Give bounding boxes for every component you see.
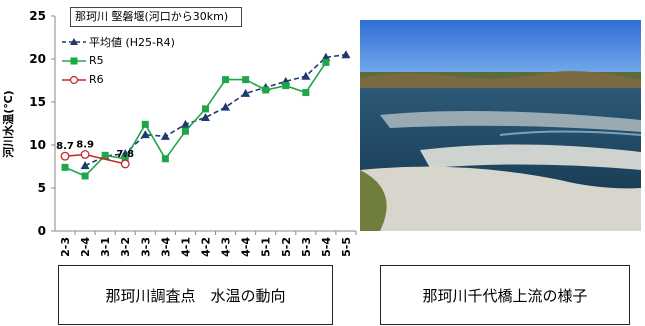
data-point-r5	[282, 82, 290, 90]
chart-title: 那珂川 堅磐堰(河口から30km)	[70, 7, 242, 27]
data-point-r5	[81, 172, 89, 180]
data-point-average	[201, 112, 210, 121]
caption-right: 那珂川千代橋上流の様子	[380, 265, 630, 325]
x-tick-label: 5-3	[300, 237, 313, 257]
chart-legend: 平均値 (H25-R4) R5 R6	[62, 32, 175, 89]
data-point-average	[180, 119, 190, 128]
x-tick-label: 5-5	[340, 237, 353, 257]
data-point-average	[80, 161, 90, 170]
legend-item-r6: R6	[62, 70, 175, 89]
x-tick-label: 5-1	[260, 237, 273, 257]
data-point-average	[221, 102, 231, 111]
legend-item-r5: R5	[62, 51, 175, 70]
data-point-average	[241, 88, 251, 97]
data-label-r6: 8.7	[56, 141, 74, 152]
legend-swatch-average	[62, 37, 86, 45]
data-point-r5	[222, 76, 230, 84]
data-point-r5	[202, 105, 209, 113]
data-point-r5	[101, 151, 109, 159]
data-point-r5	[302, 89, 310, 97]
x-tick-label: 4-1	[179, 237, 192, 257]
data-point-average	[140, 130, 150, 139]
legend-swatch-r6	[62, 75, 86, 84]
x-tick-label: 3-4	[159, 237, 172, 257]
legend-label-r5: R5	[89, 54, 104, 67]
data-point-r5	[262, 86, 270, 94]
y-tick-label: 20	[29, 52, 46, 66]
x-tick-label: 5-4	[320, 237, 333, 257]
data-label-r6: 8.9	[76, 139, 94, 150]
y-tick-label: 0	[38, 224, 46, 238]
x-tick-label: 5-2	[280, 237, 293, 257]
legend-swatch-r5	[62, 57, 86, 64]
x-tick-label: 4-3	[220, 237, 233, 257]
y-tick-label: 5	[38, 181, 46, 195]
data-point-r5	[161, 155, 169, 163]
data-point-r5	[141, 120, 149, 128]
x-tick-label: 4-4	[240, 237, 253, 257]
river-scene-image	[360, 20, 641, 231]
data-point-r5	[61, 163, 69, 171]
legend-label-r6: R6	[89, 73, 104, 86]
legend-item-average: 平均値 (H25-R4)	[62, 32, 175, 51]
data-point-r5	[322, 58, 330, 66]
data-point-average	[301, 71, 311, 80]
data-label-r6: 7.8	[116, 149, 134, 160]
series-line-0	[84, 53, 347, 167]
data-point-r5	[181, 127, 189, 135]
data-point-r5	[242, 76, 250, 84]
x-tick-label: 3-1	[99, 237, 112, 257]
data-point-r6	[80, 150, 90, 159]
data-point-r5	[121, 155, 129, 163]
data-point-average	[160, 131, 170, 140]
data-point-r6	[120, 159, 130, 169]
x-tick-label: 2-4	[79, 237, 92, 257]
legend-label-average: 平均値 (H25-R4)	[89, 35, 175, 49]
y-tick-label: 10	[29, 138, 46, 152]
y-tick-label: 15	[29, 95, 46, 109]
x-tick-label: 3-2	[119, 237, 132, 257]
water-temperature-chart: 0 5 10 15 20 25 2-3 2-4 3-1 3-2 3-3 3-4 4-1 4-2 4-3 4-4…	[1, 9, 357, 257]
river-photo	[360, 20, 641, 231]
y-tick-label: 25	[29, 9, 46, 23]
caption-left: 那珂川調査点 水温の動向	[58, 265, 333, 325]
data-point-average	[321, 52, 331, 61]
y-axis-label: 河川水温(℃)	[1, 90, 15, 157]
x-tick-label: 2-3	[59, 237, 72, 257]
x-tick-label: 3-3	[139, 237, 152, 257]
data-point-r6	[60, 151, 70, 161]
data-point-average	[341, 50, 351, 59]
x-tick-label: 4-2	[200, 237, 213, 257]
